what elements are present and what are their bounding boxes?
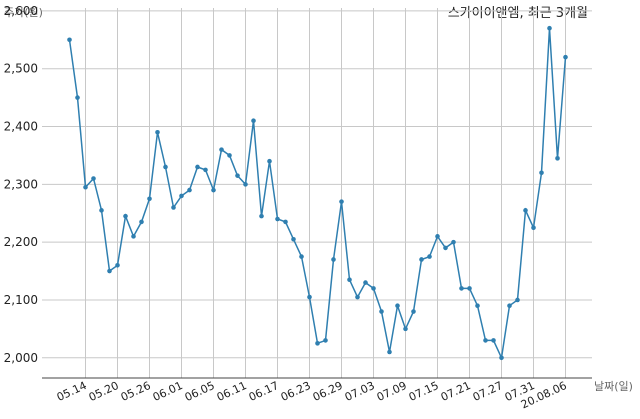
data-point — [299, 254, 304, 259]
data-point — [555, 156, 560, 161]
data-point — [275, 216, 280, 222]
data-point — [283, 219, 288, 225]
data-point — [251, 118, 256, 124]
data-point — [171, 205, 176, 210]
x-axis-title: 날짜(일) — [594, 379, 633, 393]
data-point — [139, 219, 144, 225]
x-tick-label: 07.09 — [375, 379, 409, 404]
data-point — [491, 338, 496, 343]
data-point — [523, 208, 528, 213]
data-point — [483, 338, 488, 343]
y-tick-label: 2,100 — [4, 293, 38, 307]
y-tick-label: 2,500 — [4, 62, 38, 76]
x-tick-label: 06.11 — [215, 379, 249, 404]
data-point — [155, 129, 160, 135]
data-points — [67, 25, 568, 361]
data-point — [203, 167, 208, 173]
y-tick-label: 2,000 — [4, 351, 38, 365]
data-point — [115, 262, 120, 268]
data-point — [307, 294, 312, 300]
data-point — [75, 95, 80, 100]
data-point — [419, 257, 424, 262]
data-point — [507, 303, 512, 309]
x-tick-label: 07.03 — [343, 379, 377, 404]
data-point — [347, 277, 352, 283]
data-point — [187, 187, 192, 193]
x-ticks: 05.1405.2005.2606.0106.0506.1106.1706.23… — [55, 379, 569, 411]
data-point — [411, 309, 416, 314]
data-point — [227, 153, 232, 158]
x-tick-label: 07.21 — [439, 379, 473, 404]
y-ticks: 2,000 2,100 2,200 2,300 2,400 2,500 2,600 — [4, 4, 38, 365]
data-point — [355, 294, 360, 300]
data-point — [195, 164, 200, 170]
data-point — [515, 297, 520, 303]
data-point — [123, 213, 128, 219]
data-point — [451, 239, 456, 245]
x-tick-label: 06.23 — [279, 379, 313, 404]
x-tick-label: 07.27 — [471, 379, 505, 404]
gridlines — [42, 8, 592, 378]
x-tick-label: 05.14 — [55, 379, 89, 404]
data-point — [459, 286, 464, 291]
data-point — [403, 326, 408, 332]
x-tick-label: 06.29 — [311, 379, 345, 404]
y-tick-label: 2,600 — [4, 4, 38, 18]
y-tick-label: 2,300 — [4, 177, 38, 191]
data-point — [371, 286, 376, 291]
chart-title: 스카이이앤엠, 최근 3개월 — [448, 6, 588, 21]
data-point — [179, 193, 184, 199]
data-point — [147, 196, 152, 202]
data-point — [107, 268, 112, 274]
data-point — [395, 303, 400, 309]
data-point — [443, 245, 448, 251]
x-tick-label: 06.17 — [247, 379, 281, 404]
data-point — [131, 234, 136, 239]
data-point — [427, 254, 432, 259]
data-point — [323, 338, 328, 343]
data-point — [315, 341, 320, 346]
data-point — [435, 234, 440, 239]
data-point — [331, 257, 336, 262]
data-point — [91, 176, 96, 181]
data-point — [467, 286, 472, 291]
x-tick-label: 06.01 — [151, 379, 185, 404]
data-point — [475, 303, 480, 309]
data-point — [163, 164, 168, 170]
data-point — [211, 187, 216, 193]
data-point — [99, 208, 104, 213]
data-point — [539, 170, 544, 176]
data-point — [235, 173, 240, 178]
data-point — [83, 184, 88, 190]
data-point — [291, 236, 296, 242]
data-point — [379, 309, 384, 314]
data-point — [363, 280, 368, 285]
x-tick-label: 07.15 — [407, 379, 441, 404]
data-point — [243, 182, 248, 187]
x-tick-label: 06.05 — [183, 379, 217, 404]
series-line — [68, 28, 567, 361]
data-point — [547, 25, 552, 31]
data-point — [259, 213, 264, 219]
data-point — [531, 225, 536, 230]
y-tick-label: 2,200 — [4, 235, 38, 249]
y-tick-label: 2,400 — [4, 120, 38, 134]
data-point — [339, 199, 344, 204]
data-point — [267, 158, 272, 164]
x-tick-label: 05.26 — [119, 379, 153, 404]
data-point — [387, 349, 392, 355]
y-axis-title: 주가(원) — [4, 6, 43, 19]
x-tick-label: 05.20 — [87, 379, 121, 404]
data-point — [499, 355, 504, 361]
data-point — [67, 37, 72, 43]
data-point — [219, 147, 224, 152]
data-point — [563, 54, 568, 60]
